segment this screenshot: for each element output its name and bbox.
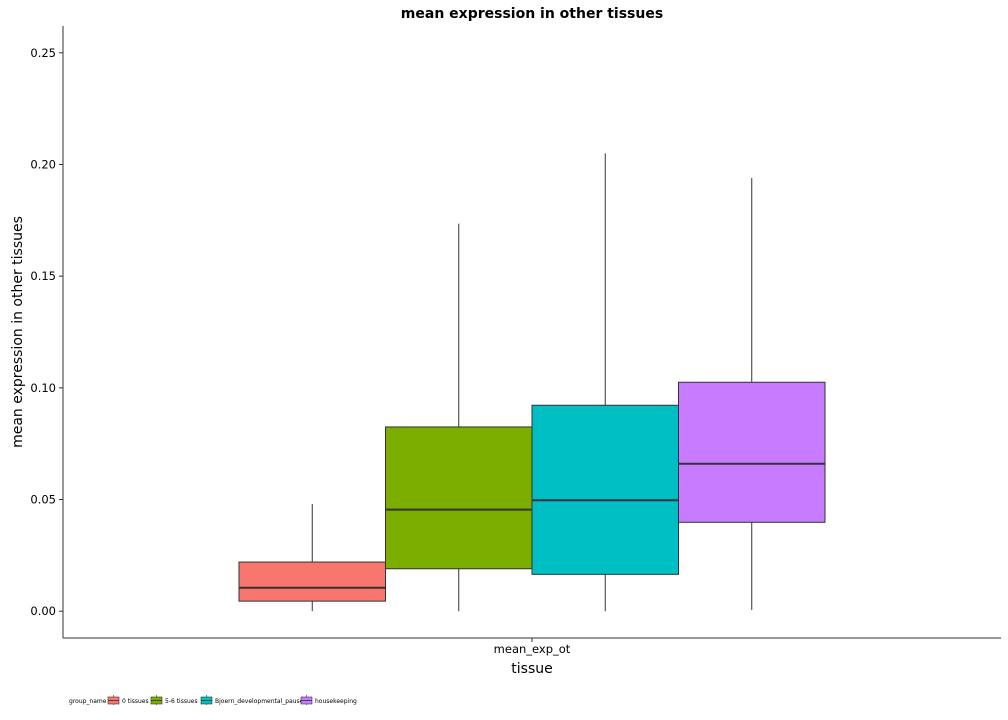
box-plots: [238, 153, 826, 612]
legend-item: 0 tissues: [107, 695, 149, 705]
box-body: [385, 426, 533, 570]
y-tick-label: 0.25: [30, 46, 56, 60]
box-body: [678, 381, 826, 523]
box-body: [238, 561, 386, 602]
y-tick-label: 0.10: [30, 381, 56, 395]
box-bjoern-developmental-pauses: [531, 153, 679, 612]
legend-label: Bjoern_developmental_pauses: [215, 698, 306, 705]
legend-item: 5-6 tissues: [150, 695, 198, 705]
y-tick-label: 0.15: [30, 269, 56, 283]
box-0-tissues: [238, 503, 386, 612]
chart-title: mean expression in other tissues: [401, 6, 663, 22]
legend-label: housekeeping: [315, 698, 357, 705]
y-axis-title: mean expression in other tissues: [10, 216, 26, 448]
legend-label: 0 tissues: [122, 698, 149, 705]
y-tick-label: 0.20: [30, 157, 56, 171]
legend: group_name 0 tissues 5-6 tissues Bjoern_de…: [69, 695, 357, 705]
legend-item: housekeeping: [300, 695, 357, 705]
box-5-6-tissues: [385, 223, 533, 612]
box-body: [531, 404, 679, 575]
x-axis-title: tissue: [511, 661, 552, 677]
y-tick-label: 0.00: [30, 604, 56, 618]
y-tick-label: 0.05: [30, 493, 56, 507]
legend-item: Bjoern_developmental_pauses: [200, 695, 306, 705]
legend-label: 5-6 tissues: [165, 698, 198, 705]
y-axis-ticks: 0.00 0.05 0.10 0.15 0.20 0.25: [30, 46, 63, 618]
legend-title: group_name: [69, 698, 107, 705]
x-tick-label: mean_exp_ot: [494, 642, 571, 656]
box-housekeeping: [678, 177, 826, 611]
